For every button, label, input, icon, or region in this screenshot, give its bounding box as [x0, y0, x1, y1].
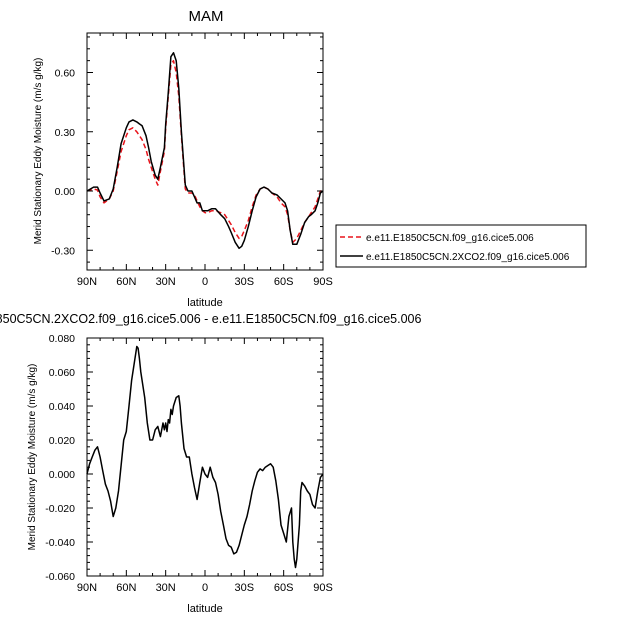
x-tick-label: 60N	[116, 582, 136, 594]
y-tick-label: 0.060	[49, 367, 75, 379]
x-tick-label: 90N	[77, 276, 97, 288]
series-line-0-1	[86, 52, 324, 250]
x-tick-label: 30N	[156, 276, 176, 288]
legend-label-control: e.e11.E1850C5CN.f09_g16.cice5.006	[366, 233, 534, 244]
y-tick-label: 0.020	[49, 435, 75, 447]
x-tick-label: 30S	[235, 276, 255, 288]
y-tick-label: -0.040	[45, 537, 75, 549]
bottom-chart-series	[86, 345, 324, 569]
top-chart-y-axis-label: Merid Stationary Eddy Moisture (m/s g/kg…	[33, 58, 44, 245]
top-chart-title: MAM	[189, 8, 224, 25]
bottom-chart-y-axis-label: Merid Stationary Eddy Moisture (m/s g/kg…	[27, 364, 38, 551]
x-tick-label: 60S	[274, 582, 294, 594]
y-tick-label: 0.30	[55, 127, 76, 139]
y-tick-label: 0.080	[49, 333, 75, 345]
y-tick-label: 0.00	[55, 186, 76, 198]
legend-box	[335, 224, 587, 268]
bottom-chart-y-ticks: -0.060 -0.040 -0.020 0.000 0.020 0.040 0.060 0.…	[45, 333, 323, 583]
bottom-chart-x-ticks: 90N 60N 30N 0 30S 60S 90S	[77, 338, 333, 594]
legend-label-2xco2: e.e11.E1850C5CN.2XCO2.f09_g16.cice5.006	[366, 252, 570, 263]
y-tick-label: -0.060	[45, 571, 75, 583]
x-tick-label: 30N	[156, 582, 176, 594]
x-tick-label: 90S	[313, 582, 333, 594]
bottom-chart-panel: e.e11.E1850C5CN.2XCO2.f09_g16.cice5.006 …	[0, 312, 421, 615]
y-tick-label: 0.040	[49, 401, 75, 413]
chart-legend: e.e11.E1850C5CN.f09_g16.cice5.006 e.e11.…	[335, 224, 587, 268]
top-chart-series	[86, 52, 324, 250]
top-chart-x-ticks: 90N 60N 30N 0 30S 60S 90S	[77, 33, 333, 288]
top-chart-panel: MAM 90N 60N 30N 0 30S 60S 90S -0.30 0.00 0.30 0.6…	[33, 8, 333, 309]
series-line-0-0	[86, 59, 323, 244]
x-tick-label: 0	[202, 582, 208, 594]
top-chart-frame	[86, 32, 324, 271]
y-tick-label: -0.020	[45, 503, 75, 515]
x-tick-label: 60N	[116, 276, 136, 288]
x-tick-label: 0	[202, 276, 208, 288]
top-chart-y-ticks: -0.30 0.00 0.30 0.60	[51, 36, 323, 263]
y-tick-label: 0.000	[49, 469, 75, 481]
y-tick-label: -0.30	[51, 245, 75, 257]
series-line-1-0	[86, 345, 324, 569]
x-tick-label: 90N	[77, 582, 97, 594]
x-tick-label: 30S	[235, 582, 255, 594]
x-tick-label: 60S	[274, 276, 294, 288]
top-chart-x-axis-label: latitude	[187, 297, 222, 309]
bottom-chart-x-axis-label: latitude	[187, 603, 222, 615]
bottom-chart-title: e.e11.E1850C5CN.2XCO2.f09_g16.cice5.006 …	[0, 312, 421, 326]
x-tick-label: 90S	[313, 276, 333, 288]
y-tick-label: 0.60	[55, 68, 76, 80]
